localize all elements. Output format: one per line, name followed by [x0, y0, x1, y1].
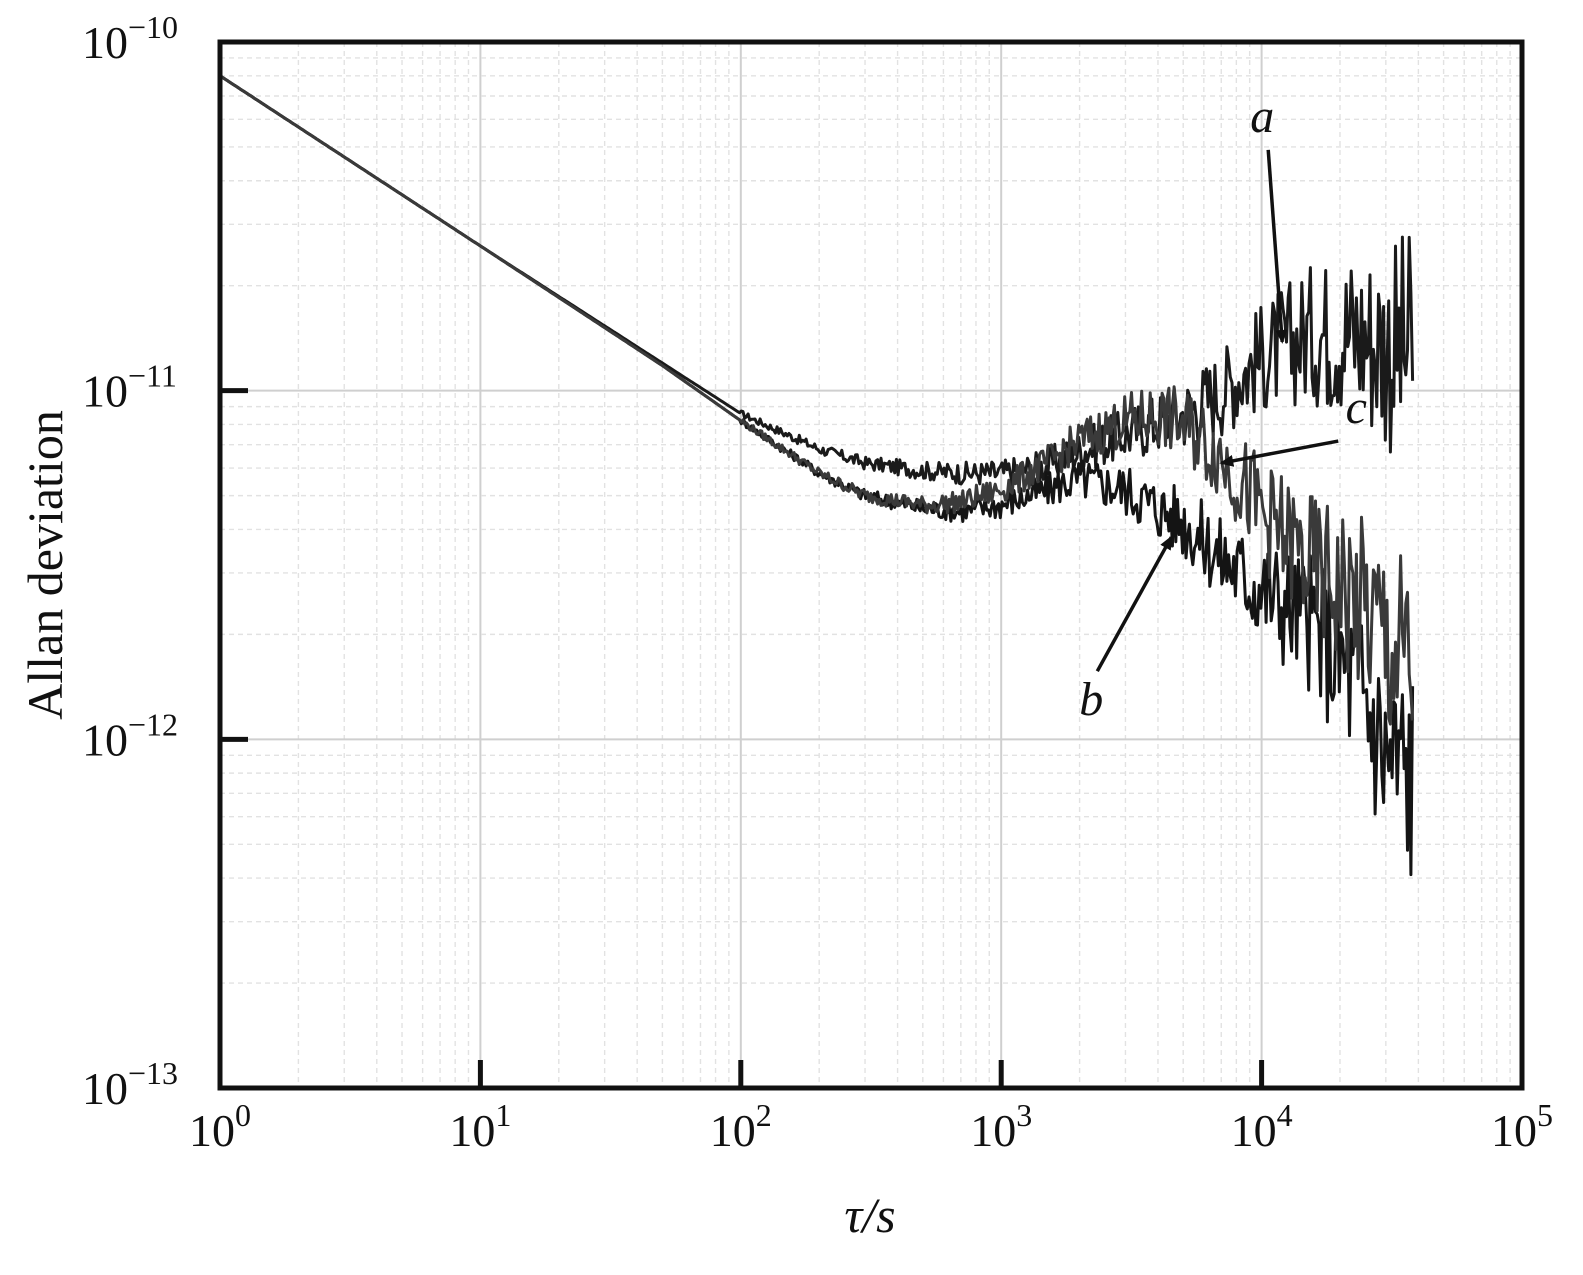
annotations: a b c: [1079, 90, 1367, 726]
curve-label-c: c: [1346, 381, 1367, 434]
series-line-c: [219, 74, 1415, 726]
x-axis-title: τ/s: [844, 1187, 895, 1243]
annotation-arrow-a: [1266, 149, 1288, 344]
y-tick-label: 10−13: [82, 1055, 178, 1114]
y-tick-label: 10−10: [82, 9, 178, 68]
plot-frame: [217, 39, 1525, 1091]
x-tick-label: 105: [1491, 1097, 1553, 1156]
x-tick-label: 100: [189, 1097, 251, 1156]
x-tick-label: 102: [710, 1097, 772, 1156]
curve-label-a: a: [1250, 90, 1274, 143]
series-layer: [219, 74, 1415, 877]
annotation-arrow-c: [1219, 439, 1339, 467]
x-tick-label: 103: [970, 1097, 1032, 1156]
plot-border: [217, 39, 1525, 1091]
y-axis-title: Allan deviation: [17, 410, 73, 720]
x-tick-label: 104: [1231, 1097, 1293, 1156]
annotation-arrow-b: [1095, 535, 1173, 673]
curve-label-b: b: [1079, 673, 1103, 726]
y-tick-label: 10−11: [82, 358, 177, 417]
x-tick-label: 101: [449, 1097, 511, 1156]
y-tick-label: 10−12: [82, 706, 178, 765]
tick-labels: 100 101 102 103 104 105 10−10 10−11 10−12 10−13: [82, 9, 1553, 1156]
